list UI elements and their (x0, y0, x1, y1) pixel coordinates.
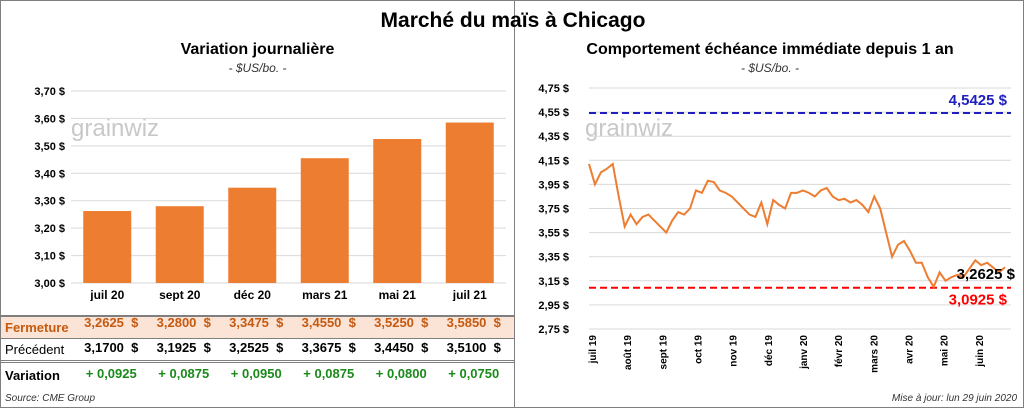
right-subtitle: Comportement échéance immédiate depuis 1… (586, 41, 954, 58)
y-tick-label: 3,30 $ (34, 196, 65, 208)
variation-cell: + 0,0950 (230, 366, 282, 381)
x-tick-label: nov 19 (729, 335, 740, 367)
y-tick-label: 3,55 $ (538, 228, 569, 240)
page-title: Marché du maïs à Chicago (380, 9, 646, 32)
variation-row: Variation (1, 365, 514, 386)
y-tick-label: 3,95 $ (538, 179, 569, 191)
y-tick-label: 4,75 $ (538, 83, 569, 95)
precedent-cell: 3,1700 $ (84, 340, 139, 355)
update-note: Mise à jour: lun 29 juin 2020 (891, 393, 1017, 404)
right-unit: - $US/bo. - (740, 61, 800, 75)
x-tick-label: juil 21 (452, 288, 487, 301)
bar (445, 122, 494, 284)
bar (228, 187, 277, 283)
last-price-label: 3,2625 $ (957, 266, 1016, 283)
x-tick-label: déc 19 (764, 335, 775, 367)
fermeture-cell: 3,3475 $ (229, 315, 284, 330)
price-line (588, 162, 1006, 290)
row-label: Précédent (5, 342, 65, 357)
precedent-cell: 3,4450 $ (374, 340, 429, 355)
y-tick-label: 3,40 $ (34, 168, 65, 180)
fermeture-cell: 3,5250 $ (374, 315, 429, 330)
y-tick-label: 3,10 $ (34, 251, 65, 263)
y-tick-label: 3,50 $ (34, 141, 65, 153)
x-tick-label: oct 19 (694, 335, 705, 364)
x-tick-label: sept 19 (658, 335, 669, 370)
fermeture-row: Fermeture (1, 315, 514, 339)
y-tick-label: 3,15 $ (538, 276, 569, 288)
bar-chart: grainwiz 3,00 $ 3,10 $ 3,20 $ 3,30 $ 3,40 $ 3… (34, 86, 506, 301)
x-tick-label: avr 20 (905, 335, 916, 364)
variation-cell: + 0,0925 (85, 366, 137, 381)
x-tick-label: sept 20 (159, 288, 201, 301)
low-label: 3,0925 $ (949, 292, 1008, 309)
fermeture-cell: 3,2625 $ (84, 315, 139, 330)
variation-cell: + 0,0875 (158, 366, 210, 381)
watermark-logo: grainwiz (585, 115, 673, 142)
y-tick-label: 4,55 $ (538, 107, 569, 119)
y-tick-label: 4,35 $ (538, 131, 569, 143)
x-tick-label: juil 19 (588, 335, 599, 365)
y-tick-label: 3,35 $ (538, 252, 569, 264)
y-tick-label: 3,00 $ (34, 278, 65, 290)
x-tick-label: mai 21 (379, 288, 417, 301)
left-unit: - $US/bo. - (228, 61, 287, 75)
high-label: 4,5425 $ (949, 92, 1008, 109)
line-chart: grainwiz 2,75 $ 2,95 $ 3,15 $ 3,35 $ 3,55 $ 3… (538, 83, 1016, 373)
y-tick-label: 3,60 $ (34, 113, 65, 125)
y-tick-label: 3,75 $ (538, 204, 569, 216)
y-tick-label: 2,75 $ (538, 324, 569, 336)
x-tick-label: janv 20 (799, 335, 810, 370)
variation-cell: + 0,0750 (448, 366, 500, 381)
precedent-cell: 3,2525 $ (229, 340, 284, 355)
y-tick-label: 2,95 $ (538, 300, 569, 312)
x-tick-label: mars 20 (869, 335, 880, 373)
precedent-cell: 3,1925 $ (156, 340, 211, 355)
precedent-row: Précédent (1, 339, 514, 363)
x-tick-label: févr 20 (834, 335, 845, 368)
bar (300, 158, 349, 283)
source-note: Source: CME Group (5, 393, 96, 404)
left-subtitle: Variation journalière (180, 41, 335, 58)
bar (373, 139, 422, 283)
watermark-logo: grainwiz (71, 115, 159, 142)
daily-variation-panel (1, 1, 515, 407)
precedent-cell: 3,5100 $ (446, 340, 501, 355)
y-tick-label: 3,20 $ (34, 223, 65, 235)
fermeture-cell: 3,4550 $ (301, 315, 356, 330)
row-label: Variation (5, 368, 60, 383)
x-tick-label: juil 20 (89, 288, 124, 301)
bar (155, 206, 204, 283)
row-label: Fermeture (5, 320, 69, 335)
x-tick-label: déc 20 (234, 288, 272, 301)
x-tick-label: juin 20 (975, 335, 986, 368)
precedent-cell: 3,3675 $ (301, 340, 356, 355)
variation-cell: + 0,0875 (303, 366, 355, 381)
variation-cell: + 0,0800 (375, 366, 427, 381)
x-tick-label: mai 20 (940, 335, 951, 367)
x-tick-label: mars 21 (302, 288, 348, 301)
x-tick-label: août 19 (623, 335, 634, 370)
fermeture-cell: 3,2800 $ (156, 315, 211, 330)
y-tick-label: 4,15 $ (538, 155, 569, 167)
bar (83, 211, 132, 283)
y-tick-label: 3,70 $ (34, 86, 65, 98)
fermeture-cell: 3,5850 $ (446, 315, 501, 330)
